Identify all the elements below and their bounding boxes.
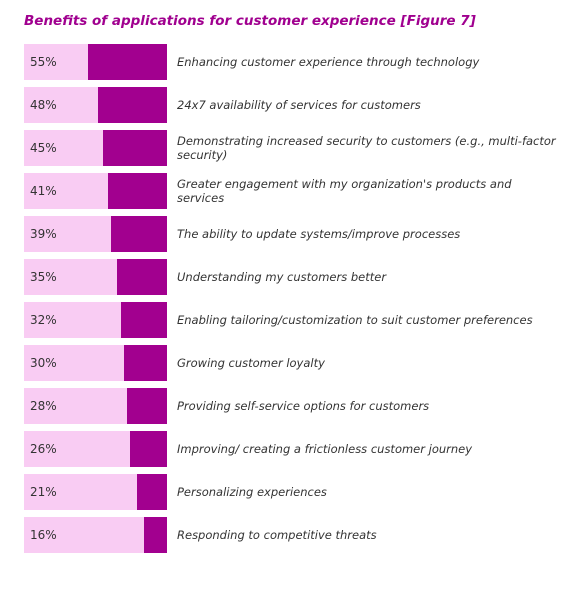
bar — [98, 87, 167, 123]
data-label: 28% — [30, 399, 57, 413]
bar-row: 28% Providing self-service options for cu… — [24, 388, 564, 424]
data-label: 45% — [30, 141, 57, 155]
bar — [108, 173, 167, 209]
category-label-text: Demonstrating increased security to cust… — [177, 134, 556, 162]
category-label: Demonstrating increased security to cust… — [177, 130, 557, 166]
bar-track: 21% — [24, 474, 167, 510]
category-label: Personalizing experiences — [177, 474, 557, 510]
data-label: 41% — [30, 184, 57, 198]
bar-track: 48% — [24, 87, 167, 123]
bar — [121, 302, 167, 338]
data-label: 26% — [30, 442, 57, 456]
bar-track: 55% — [24, 44, 167, 80]
bar-row: 45% Demonstrating increased security to c… — [24, 130, 564, 166]
bar — [144, 517, 167, 553]
data-label: 30% — [30, 356, 57, 370]
bar-track: 28% — [24, 388, 167, 424]
bar — [116, 259, 167, 295]
category-label-text: Improving/ creating a frictionless custo… — [177, 442, 473, 456]
bar — [124, 345, 167, 381]
bar-row: 48% 24x7 availability of services for cus… — [24, 87, 564, 123]
category-label-text: Understanding my customers better — [177, 270, 387, 284]
data-label: 55% — [30, 55, 57, 69]
bar-track: 16% — [24, 517, 167, 553]
category-label: Greater engagement with my organization'… — [177, 173, 557, 209]
bar-track: 39% — [24, 216, 167, 252]
bar-row: 41% Greater engagement with my organizati… — [24, 173, 564, 209]
category-label-text: 24x7 availability of services for custom… — [177, 98, 421, 112]
category-label: 24x7 availability of services for custom… — [177, 87, 557, 123]
bar — [102, 130, 167, 166]
category-label: Providing self-service options for custo… — [177, 388, 557, 424]
bar — [111, 216, 167, 252]
category-label-text: Personalizing experiences — [177, 485, 327, 499]
category-label-text: Providing self-service options for custo… — [177, 399, 430, 413]
bar-row: 30% Growing customer loyalty — [24, 345, 564, 381]
bar-track: 30% — [24, 345, 167, 381]
bar-row: 26% Improving/ creating a frictionless cu… — [24, 431, 564, 467]
bar-chart: 55% Enhancing customer experience through… — [24, 44, 564, 560]
data-label: 16% — [30, 528, 57, 542]
bar — [88, 44, 167, 80]
category-label-text: Responding to competitive threats — [177, 528, 377, 542]
category-label: Understanding my customers better — [177, 259, 557, 295]
category-label: Enhancing customer experience through te… — [177, 44, 557, 80]
bar — [136, 474, 167, 510]
bar — [129, 431, 167, 467]
category-label: Improving/ creating a frictionless custo… — [177, 431, 557, 467]
bar-track: 32% — [24, 302, 167, 338]
bar-track: 35% — [24, 259, 167, 295]
category-label-text: Greater engagement with my organization'… — [177, 177, 512, 205]
data-label: 48% — [30, 98, 57, 112]
category-label-text: Enhancing customer experience through te… — [177, 55, 480, 69]
category-label: Responding to competitive threats — [177, 517, 557, 553]
bar-track: 41% — [24, 173, 167, 209]
bar-row: 16% Responding to competitive threats — [24, 517, 564, 553]
data-label: 21% — [30, 485, 57, 499]
category-label-text: The ability to update systems/improve pr… — [177, 227, 461, 241]
data-label: 35% — [30, 270, 57, 284]
category-label-text: Growing customer loyalty — [177, 356, 325, 370]
data-label: 32% — [30, 313, 57, 327]
category-label: Growing customer loyalty — [177, 345, 557, 381]
chart-title: Benefits of applications for customer ex… — [24, 13, 476, 29]
category-label: Enabling tailoring/customization to suit… — [177, 302, 557, 338]
bar-row: 35% Understanding my customers better — [24, 259, 564, 295]
data-label: 39% — [30, 227, 57, 241]
bar-row: 55% Enhancing customer experience through… — [24, 44, 564, 80]
category-label: The ability to update systems/improve pr… — [177, 216, 557, 252]
bar-track: 26% — [24, 431, 167, 467]
category-label-text: Enabling tailoring/customization to suit… — [177, 313, 533, 327]
bar-row: 21% Personalizing experiences — [24, 474, 564, 510]
bar-track: 45% — [24, 130, 167, 166]
bar-row: 39% The ability to update systems/improve… — [24, 216, 564, 252]
bar-row: 32% Enabling tailoring/customization to s… — [24, 302, 564, 338]
bar — [126, 388, 167, 424]
